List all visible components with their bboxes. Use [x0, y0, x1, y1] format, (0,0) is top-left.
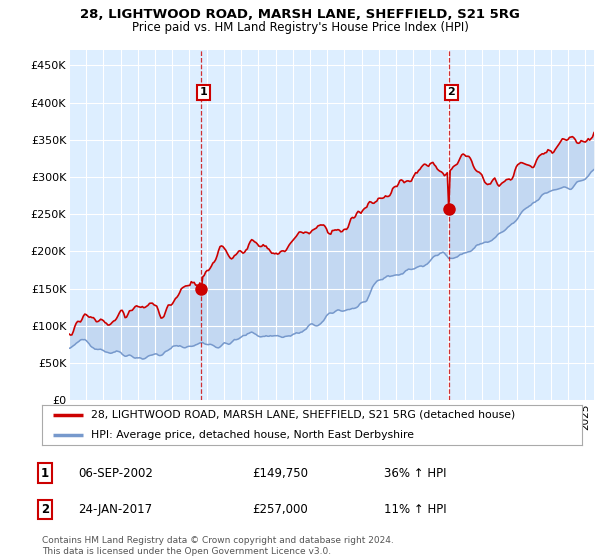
Text: 2: 2: [448, 87, 455, 97]
Text: Price paid vs. HM Land Registry's House Price Index (HPI): Price paid vs. HM Land Registry's House …: [131, 21, 469, 34]
Text: 36% ↑ HPI: 36% ↑ HPI: [384, 466, 446, 480]
Text: 28, LIGHTWOOD ROAD, MARSH LANE, SHEFFIELD, S21 5RG: 28, LIGHTWOOD ROAD, MARSH LANE, SHEFFIEL…: [80, 8, 520, 21]
Text: 2: 2: [41, 503, 49, 516]
Text: £149,750: £149,750: [252, 466, 308, 480]
Text: 1: 1: [41, 466, 49, 480]
Text: 06-SEP-2002: 06-SEP-2002: [78, 466, 153, 480]
Text: Contains HM Land Registry data © Crown copyright and database right 2024.
This d: Contains HM Land Registry data © Crown c…: [42, 536, 394, 556]
Text: £257,000: £257,000: [252, 503, 308, 516]
Text: HPI: Average price, detached house, North East Derbyshire: HPI: Average price, detached house, Nort…: [91, 430, 413, 440]
Text: 24-JAN-2017: 24-JAN-2017: [78, 503, 152, 516]
Text: 28, LIGHTWOOD ROAD, MARSH LANE, SHEFFIELD, S21 5RG (detached house): 28, LIGHTWOOD ROAD, MARSH LANE, SHEFFIEL…: [91, 410, 515, 420]
Text: 11% ↑ HPI: 11% ↑ HPI: [384, 503, 446, 516]
Text: 1: 1: [200, 87, 208, 97]
